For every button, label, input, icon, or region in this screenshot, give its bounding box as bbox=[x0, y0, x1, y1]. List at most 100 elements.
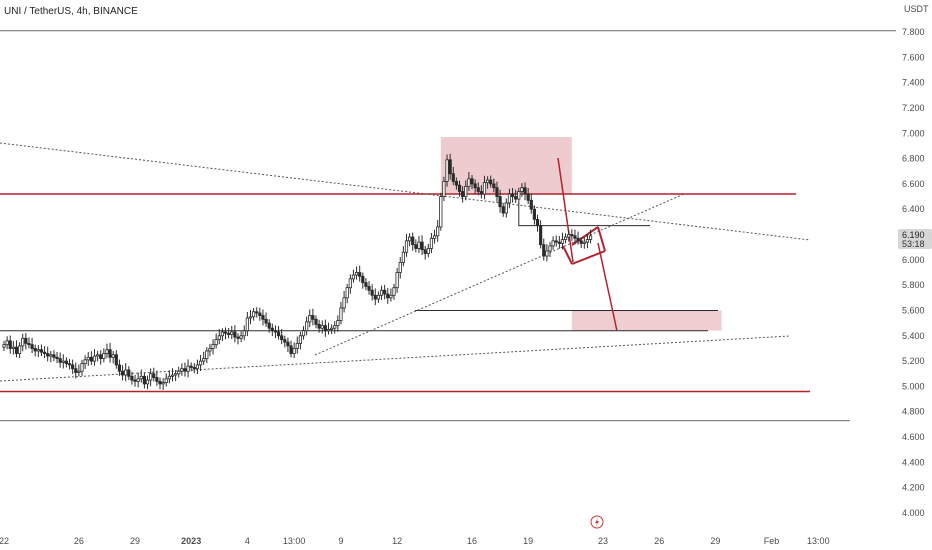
candle-body bbox=[442, 180, 446, 197]
candle-body bbox=[270, 327, 274, 332]
candle-body bbox=[432, 235, 437, 239]
candle-body bbox=[61, 360, 65, 363]
candle-body bbox=[149, 373, 153, 381]
last-price-value: 6.190 bbox=[902, 230, 925, 240]
time-tick-label: 19 bbox=[523, 536, 533, 546]
last-price-badge-bg bbox=[898, 229, 932, 249]
candle-body bbox=[102, 353, 106, 359]
candle-body bbox=[136, 378, 140, 382]
candle-body bbox=[27, 342, 31, 346]
candle-body bbox=[133, 379, 137, 382]
candle-body bbox=[542, 244, 546, 257]
candle-body bbox=[127, 369, 131, 377]
candle-body bbox=[24, 337, 28, 344]
candle-body bbox=[411, 236, 415, 246]
candle-body bbox=[2, 344, 6, 348]
price-axis[interactable]: 7.800 7.600 7.400 7.200 7.000 6.800 6.600 6.400… bbox=[902, 27, 925, 518]
candle-body bbox=[114, 354, 118, 366]
candle-body bbox=[495, 187, 499, 197]
candle-body bbox=[64, 360, 68, 365]
candle-body bbox=[117, 364, 122, 372]
price-tick-label: 4.000 bbox=[902, 508, 925, 518]
candle-body bbox=[464, 186, 468, 197]
candle-body bbox=[124, 369, 128, 376]
candle-body bbox=[317, 323, 321, 329]
candle-body bbox=[267, 322, 271, 329]
candle-body bbox=[245, 317, 249, 332]
candle-body bbox=[311, 315, 315, 320]
candle-body bbox=[283, 339, 287, 343]
candle-body bbox=[501, 206, 505, 214]
candle-body bbox=[445, 159, 449, 182]
candle-body bbox=[11, 346, 15, 349]
candle-body bbox=[551, 240, 555, 247]
candle-body bbox=[58, 358, 62, 363]
candle-body bbox=[529, 199, 533, 210]
candle-body bbox=[292, 348, 296, 354]
candle-body bbox=[251, 311, 256, 318]
candle-body bbox=[351, 274, 356, 280]
time-tick-label: 9 bbox=[338, 536, 343, 546]
flag-upper-line bbox=[571, 226, 599, 246]
lightning-icon[interactable] bbox=[590, 515, 604, 529]
candle-body bbox=[364, 282, 368, 287]
candle-body bbox=[414, 244, 418, 249]
candle-body bbox=[358, 272, 362, 277]
candle-body bbox=[220, 331, 224, 337]
price-tick-label: 7.200 bbox=[902, 103, 925, 113]
candle-body bbox=[326, 329, 331, 332]
ascending-trendline bbox=[314, 193, 685, 356]
price-tick-label: 5.000 bbox=[902, 381, 925, 391]
candle-body bbox=[152, 373, 156, 378]
time-axis[interactable]: 22 26 29 2023 4 13:00 9 12 16 19 23 26 29 Feb 13:00 bbox=[0, 536, 830, 546]
price-tick-label: 6.600 bbox=[902, 179, 925, 189]
candle-body bbox=[5, 340, 9, 346]
candle-body bbox=[36, 349, 40, 352]
candle-body bbox=[348, 278, 352, 289]
candle-body bbox=[395, 272, 399, 289]
candle-body bbox=[248, 316, 253, 319]
candle-body bbox=[554, 240, 558, 243]
candle-body bbox=[473, 183, 477, 189]
candle-body bbox=[39, 349, 44, 353]
candle-body bbox=[560, 239, 565, 244]
candle-body bbox=[195, 364, 200, 370]
time-tick-label: Feb bbox=[764, 536, 780, 546]
candle-body bbox=[526, 193, 530, 201]
breakdown-marker-line bbox=[518, 202, 650, 227]
last-price-countdown: 53:18 bbox=[902, 239, 925, 249]
candle-body bbox=[532, 208, 537, 220]
candle-body bbox=[314, 318, 318, 325]
price-tick-label: 5.800 bbox=[902, 280, 925, 290]
candle-body bbox=[436, 226, 440, 237]
candle-body bbox=[158, 380, 162, 385]
candle-body bbox=[339, 307, 343, 322]
candle-body bbox=[426, 248, 430, 254]
candle-body bbox=[198, 360, 203, 366]
candle-body bbox=[457, 184, 462, 192]
candle-body bbox=[514, 196, 518, 200]
candle-body bbox=[273, 330, 278, 333]
candle-body bbox=[570, 234, 574, 237]
candle-body bbox=[96, 354, 100, 357]
candle-body bbox=[108, 349, 112, 358]
candle-body bbox=[177, 370, 181, 375]
candle-body bbox=[227, 332, 231, 335]
candle-body bbox=[258, 312, 262, 316]
candle-body bbox=[451, 173, 455, 182]
supply-zone bbox=[440, 137, 572, 195]
candle-body bbox=[301, 330, 306, 337]
price-tick-label: 6.400 bbox=[902, 204, 925, 214]
candle-body bbox=[208, 348, 212, 352]
candle-body bbox=[99, 354, 103, 359]
candle-body bbox=[280, 335, 284, 340]
candle-body bbox=[386, 293, 390, 299]
candle-body bbox=[42, 351, 47, 354]
candle-body bbox=[130, 375, 134, 381]
time-tick-label: 13:00 bbox=[807, 536, 830, 546]
candle-body bbox=[242, 330, 246, 337]
candle-body bbox=[329, 327, 334, 330]
candle-body bbox=[582, 241, 586, 244]
candle-body bbox=[52, 354, 56, 358]
